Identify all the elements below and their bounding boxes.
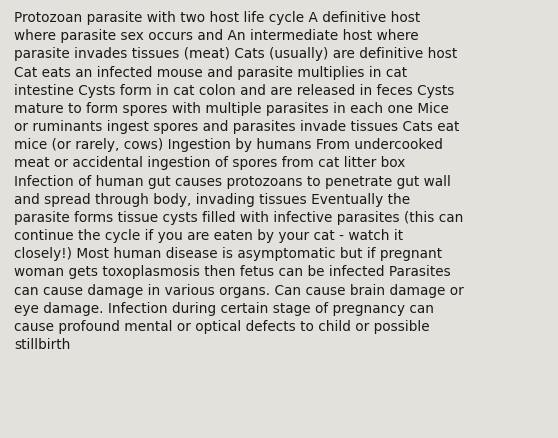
Text: Protozoan parasite with two host life cycle A definitive host
where parasite sex: Protozoan parasite with two host life cy… [14,11,464,351]
